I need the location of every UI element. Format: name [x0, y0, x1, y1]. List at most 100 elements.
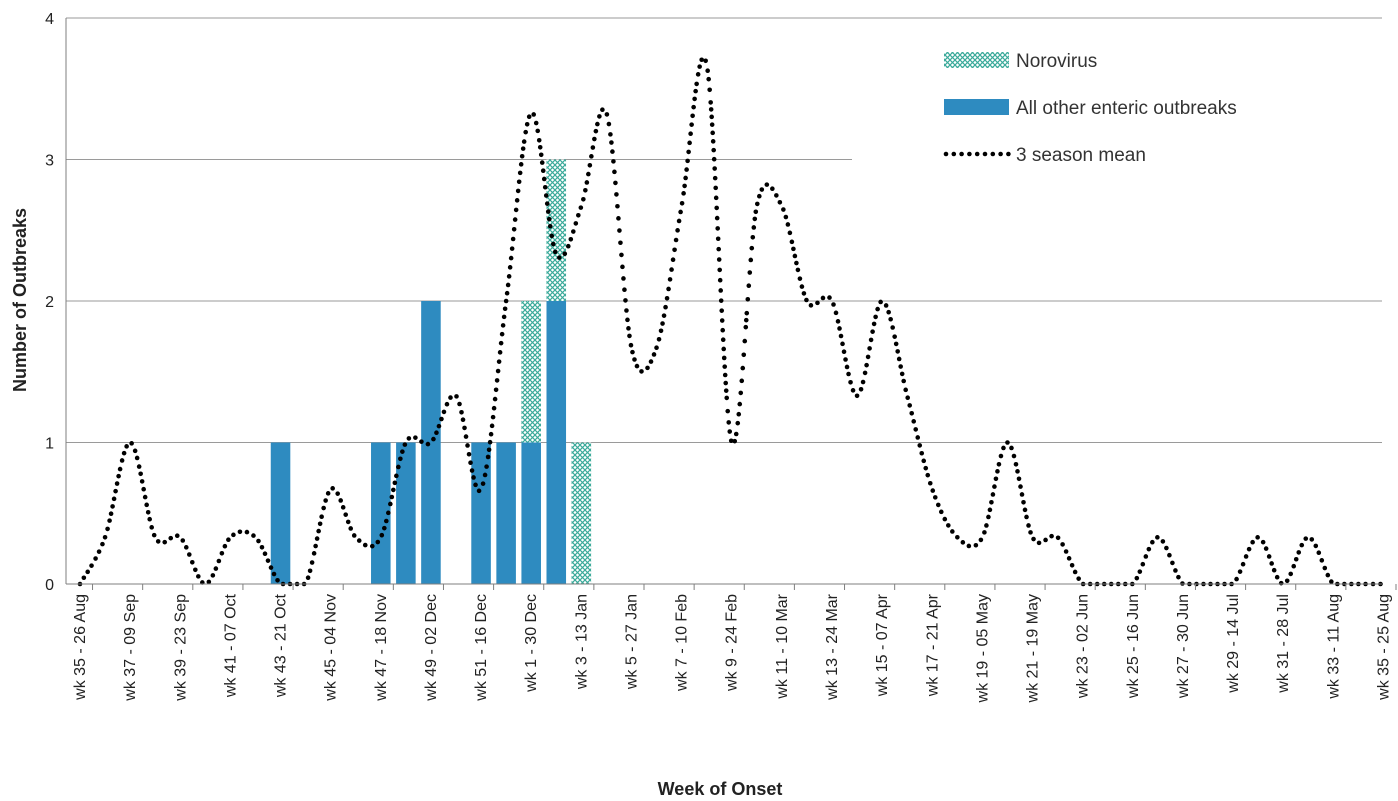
- mean-line-dot: [986, 514, 991, 520]
- mean-line-dot: [562, 251, 568, 257]
- mean-line-dot: [998, 453, 1004, 459]
- mean-line-dot: [878, 299, 883, 305]
- mean-line-dot: [1240, 561, 1246, 567]
- mean-line-dot: [316, 528, 321, 534]
- mean-line-dot: [81, 575, 87, 581]
- mean-line-dot: [735, 420, 741, 426]
- mean-line-dot: [1011, 453, 1017, 459]
- mean-line-dot: [689, 122, 694, 127]
- mean-line-dot: [1134, 575, 1140, 581]
- mean-line-dot: [533, 120, 539, 126]
- mean-line-dot: [623, 298, 628, 303]
- mean-line-dot: [493, 387, 499, 393]
- mean-line-dot: [309, 560, 315, 565]
- mean-line-dot: [710, 130, 715, 136]
- gridlines: [66, 17, 1382, 443]
- mean-line-dot: [740, 365, 746, 371]
- x-tick-label: wk 47 - 18 Nov: [373, 594, 390, 702]
- mean-line-dot: [1021, 500, 1026, 505]
- legend-label: Norovirus: [1016, 51, 1097, 72]
- mean-line-dot: [524, 122, 530, 127]
- norovirus-bar: [546, 159, 567, 301]
- mean-line-dot: [993, 476, 999, 482]
- mean-line-dot: [482, 472, 488, 478]
- mean-line-dot: [389, 494, 395, 500]
- mean-line-dot: [862, 370, 868, 376]
- mean-line-dot: [695, 72, 701, 77]
- mean-line-dot: [741, 352, 747, 358]
- mean-line-dot: [180, 538, 186, 543]
- mean-line-dot: [504, 290, 510, 296]
- mean-line-dot: [1069, 562, 1075, 568]
- mean-line-dot: [1173, 568, 1178, 573]
- mean-line-dot: [656, 336, 662, 342]
- mean-line-dot: [864, 362, 869, 368]
- mean-line-dot: [398, 456, 403, 462]
- legend-swatch-mean-dot: [951, 151, 957, 157]
- mean-line-dot: [319, 514, 324, 520]
- mean-line-dot: [787, 230, 793, 236]
- mean-line-dot: [511, 226, 517, 232]
- mean-line-dot: [723, 380, 729, 386]
- enteric-bar: [396, 442, 416, 584]
- y-tick-label: 4: [45, 11, 54, 28]
- mean-line-dot: [875, 306, 880, 312]
- mean-line-dot: [436, 423, 442, 429]
- mean-line-dot: [265, 558, 271, 563]
- mean-line-dot: [503, 298, 509, 304]
- mean-line-dot: [721, 346, 727, 352]
- x-tick-label: wk 31 - 28 Jul: [1275, 594, 1292, 694]
- mean-line-dot: [792, 253, 798, 259]
- mean-line-dot: [666, 286, 671, 292]
- mean-line-dot: [987, 507, 993, 513]
- mean-line-dot: [501, 314, 507, 320]
- mean-line-dot: [537, 145, 543, 150]
- mean-line-dot: [751, 225, 757, 230]
- mean-line-dot: [611, 159, 616, 164]
- mean-line-dot: [794, 260, 799, 266]
- mean-line-dot: [703, 58, 708, 64]
- mean-line-dot: [402, 442, 408, 447]
- enteric-bar: [496, 442, 516, 584]
- mean-line-dot: [144, 502, 149, 508]
- x-tick-label: wk 21 - 19 May: [1025, 594, 1042, 703]
- mean-line-dot: [138, 471, 143, 477]
- mean-line-dot: [890, 325, 895, 330]
- mean-line-dot: [1026, 523, 1031, 528]
- mean-line-dot: [935, 502, 941, 508]
- mean-line-dot: [505, 282, 511, 288]
- x-tick-label: wk 9 - 24 Feb: [724, 594, 741, 692]
- x-tick-label: wk 27 - 30 Jun: [1175, 594, 1192, 699]
- mean-line-dot: [379, 532, 385, 538]
- mean-line-dot: [597, 114, 602, 119]
- mean-line-dot: [508, 255, 514, 261]
- mean-line-dot: [210, 573, 216, 578]
- mean-line-dot: [1043, 537, 1048, 543]
- mean-line-dot: [584, 180, 590, 185]
- x-tick-label: wk 35 - 25 Aug: [1375, 594, 1392, 701]
- mean-line-dot: [664, 295, 670, 301]
- mean-line-dot: [1291, 563, 1297, 569]
- legend: Norovirus All other enteric outbreaks 3 se…: [852, 40, 1382, 180]
- mean-line-dot: [1170, 560, 1175, 566]
- mean-line-dot: [514, 198, 520, 203]
- mean-line-dot: [789, 239, 795, 245]
- mean-line-dot: [1150, 539, 1155, 545]
- mean-line-dot: [850, 388, 856, 393]
- mean-line-dot: [256, 538, 261, 544]
- mean-line-dot: [909, 411, 915, 416]
- mean-line-dot: [618, 240, 623, 246]
- mean-line-dot: [634, 363, 640, 369]
- mean-line-dot: [222, 543, 228, 549]
- mean-line-dot: [85, 569, 90, 575]
- mean-line-dot: [627, 333, 632, 339]
- mean-line-dot: [995, 469, 1000, 474]
- mean-line-dot: [616, 216, 621, 221]
- mean-line-dot: [1255, 535, 1260, 540]
- mean-line-dot: [917, 443, 923, 448]
- mean-line-dot: [711, 147, 716, 153]
- mean-line-dot: [712, 175, 718, 181]
- mean-line-dot: [820, 295, 826, 301]
- mean-line-dot: [335, 491, 340, 496]
- mean-line-dot: [715, 226, 720, 231]
